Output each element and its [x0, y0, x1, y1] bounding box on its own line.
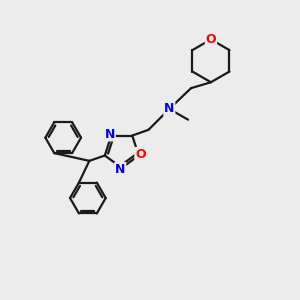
- Text: N: N: [105, 128, 115, 141]
- Text: O: O: [206, 33, 216, 46]
- Text: N: N: [115, 163, 125, 176]
- Text: N: N: [164, 103, 175, 116]
- Text: O: O: [135, 148, 146, 161]
